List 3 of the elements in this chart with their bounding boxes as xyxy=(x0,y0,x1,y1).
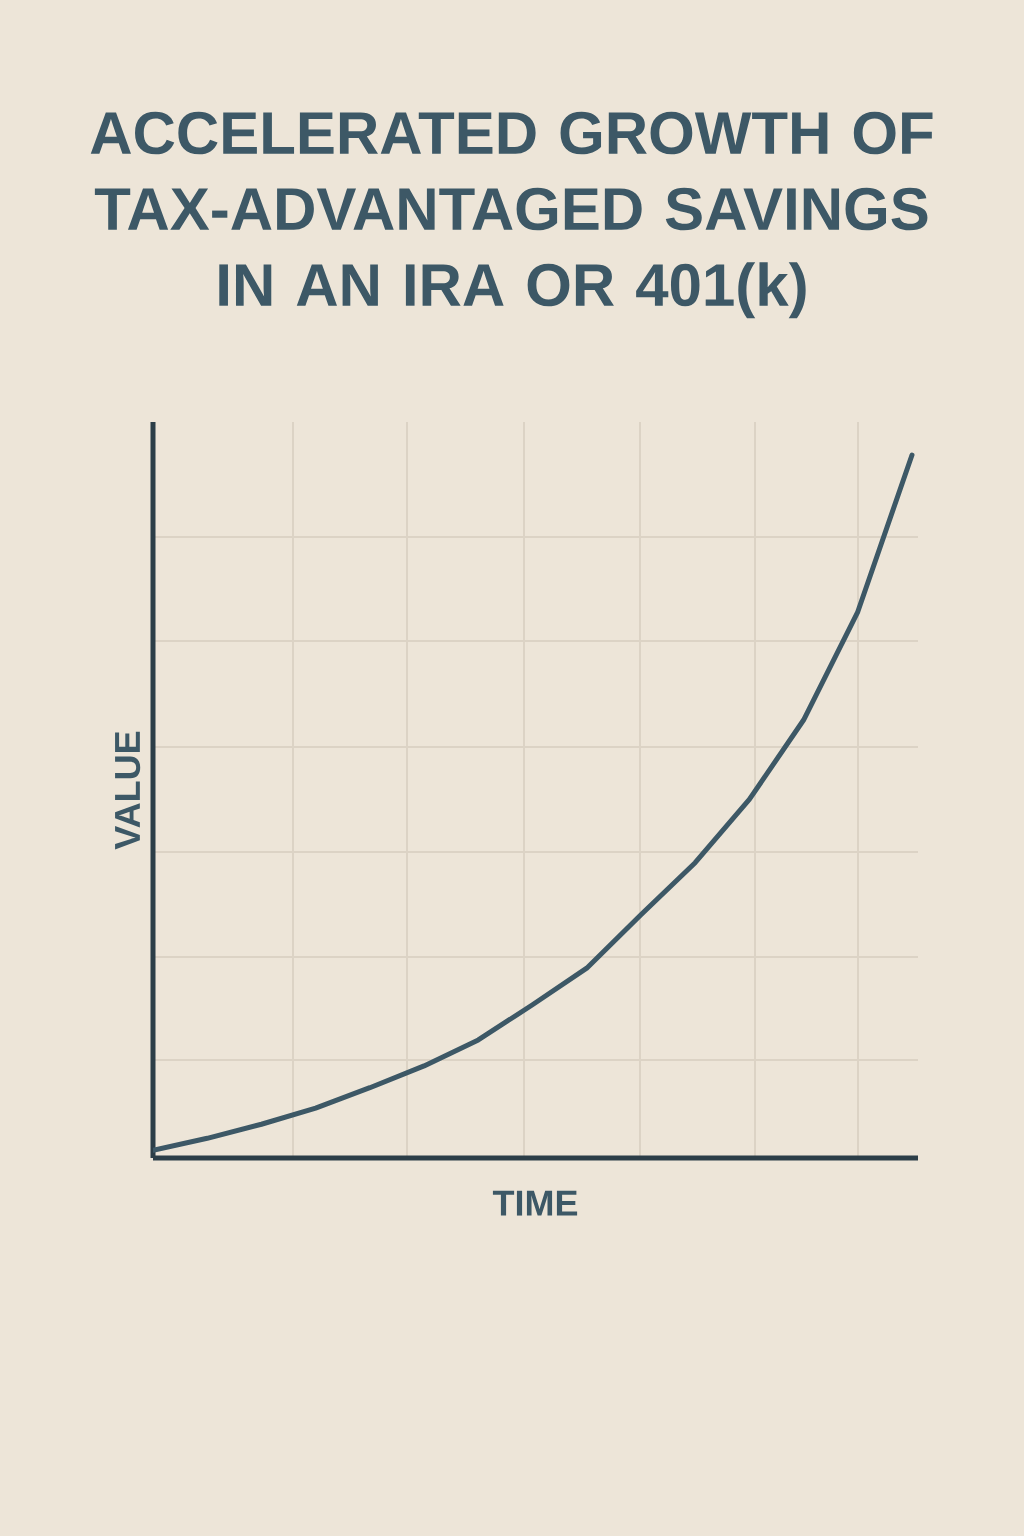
y-axis-title: VALUE xyxy=(115,731,141,850)
x-axis-title: TIME xyxy=(492,1190,578,1216)
chart-title: ACCELERATED GROWTH OF TAX-ADVANTAGED SAVINGS IN AN IRA OR 401(k) xyxy=(90,111,933,319)
